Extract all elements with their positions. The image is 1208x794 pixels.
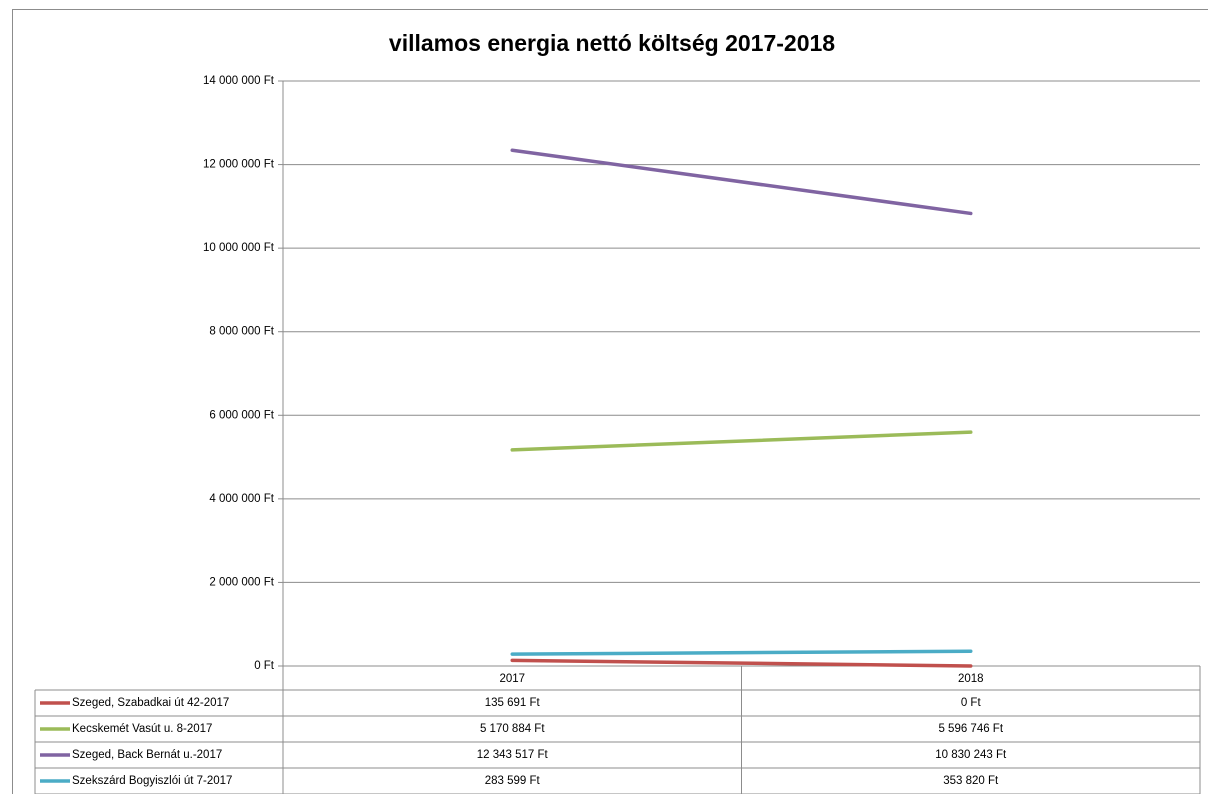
line-series [510, 658, 973, 668]
data-table-cell: 10 830 243 Ft [935, 749, 1007, 761]
y-tick-label: 6 000 000 Ft [209, 409, 274, 421]
data-table-cell: 283 599 Ft [485, 775, 541, 787]
data-table-cell: 135 691 Ft [485, 697, 541, 709]
data-table-cell: 353 820 Ft [943, 775, 999, 787]
legend-label: Szekszárd Bogyiszlói út 7-2017 [72, 775, 232, 787]
line-series [510, 430, 973, 452]
y-tick-label: 4 000 000 Ft [209, 493, 274, 505]
data-table-cell: 5 170 884 Ft [480, 723, 545, 735]
x-tick-label: 2017 [499, 673, 525, 685]
data-table-cell: 12 343 517 Ft [477, 749, 549, 761]
chart-frame [12, 9, 1208, 794]
chart-title: villamos energia nettó költség 2017-2018 [389, 30, 835, 56]
y-tick-label: 10 000 000 Ft [203, 242, 275, 254]
y-tick-label: 2 000 000 Ft [209, 576, 274, 588]
y-tick-label: 8 000 000 Ft [209, 326, 274, 338]
data-table-cell: 5 596 746 Ft [938, 723, 1003, 735]
legend-label: Szeged, Szabadkai út 42-2017 [72, 697, 229, 709]
y-tick-label: 14 000 000 Ft [203, 75, 275, 87]
y-tick-label: 0 Ft [254, 660, 275, 672]
y-tick-label: 12 000 000 Ft [203, 159, 275, 171]
legend-label: Kecskemét Vasút u. 8-2017 [72, 723, 212, 735]
line-series [510, 649, 973, 656]
legend-label: Szeged, Back Bernát u.-2017 [72, 749, 222, 761]
x-tick-label: 2018 [958, 673, 984, 685]
line-series [510, 148, 973, 216]
data-table-cell: 0 Ft [961, 697, 982, 709]
